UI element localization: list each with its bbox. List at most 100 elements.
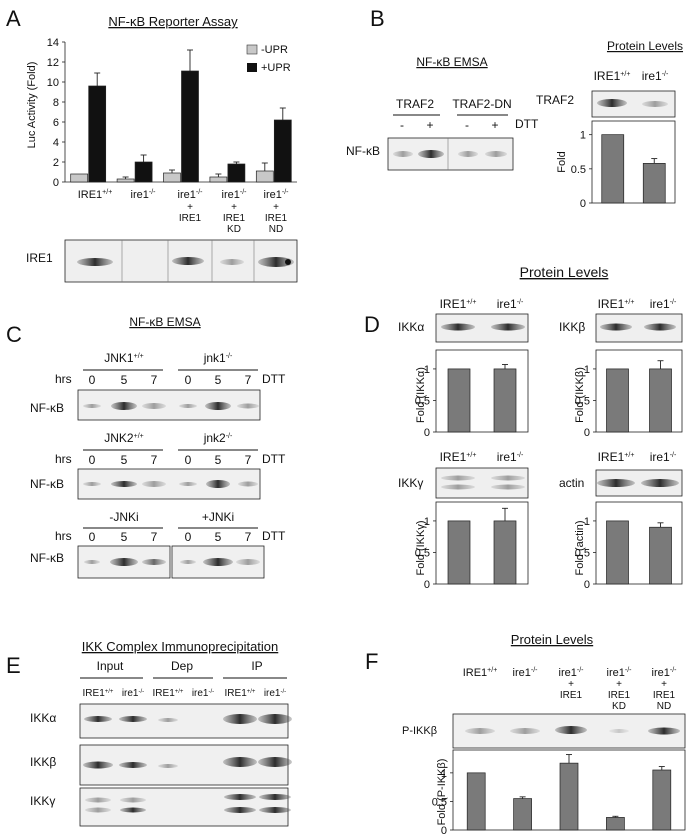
bar bbox=[652, 769, 672, 831]
western-blot-ikka bbox=[435, 313, 529, 343]
bar bbox=[447, 520, 471, 585]
y-tick-label: 0.5 bbox=[415, 547, 430, 559]
chart-ylabel: Fold (IKKα) bbox=[415, 367, 427, 423]
group-label-plus: + bbox=[273, 202, 279, 213]
bar bbox=[606, 817, 625, 831]
plot-frame bbox=[591, 120, 676, 204]
panel-e: E IKK Complex Immunoprecipitation Input … bbox=[6, 639, 292, 827]
band bbox=[77, 258, 113, 266]
emsa-row-label: NF-κB bbox=[30, 477, 64, 491]
panel-a-title: NF-κB Reporter Assay bbox=[108, 14, 238, 29]
y-tick-label: 14 bbox=[47, 37, 59, 49]
legend-label-minus-upr: -UPR bbox=[261, 44, 288, 56]
group-label-plus: + bbox=[187, 202, 193, 213]
y-tick-label: 1 bbox=[584, 516, 590, 528]
panel-c-title: NF-κB EMSA bbox=[129, 315, 200, 329]
panel-f: F Protein Levels IRE1+/+ ire1-/- ire1-/-… bbox=[365, 632, 686, 835]
hrs-label: hrs bbox=[55, 529, 72, 543]
group-label: ire1-/- bbox=[607, 667, 633, 679]
bar bbox=[649, 526, 672, 585]
panel-c: C NF-κB EMSA JNK1+/+ jnk1-/- hrs 0 5 7 0… bbox=[6, 315, 286, 579]
time-label: 0 bbox=[89, 530, 96, 544]
group-label-input: Input bbox=[97, 659, 124, 673]
y-tick-label: 2 bbox=[53, 157, 59, 169]
group-label: ire1-/- bbox=[222, 189, 248, 201]
western-blot-ikkg bbox=[435, 467, 529, 499]
time-label: 7 bbox=[245, 453, 252, 467]
band bbox=[458, 151, 478, 157]
time-label: 7 bbox=[151, 530, 158, 544]
time-label: 0 bbox=[185, 453, 192, 467]
time-label: 5 bbox=[121, 453, 128, 467]
y-tick-label: 10 bbox=[47, 77, 59, 89]
time-label: 0 bbox=[185, 530, 192, 544]
dtt-label: DTT bbox=[262, 529, 286, 543]
panel-d-title: Protein Levels bbox=[520, 264, 609, 280]
group-label-plus: + bbox=[661, 679, 667, 690]
time-label: 7 bbox=[151, 453, 158, 467]
bar bbox=[606, 520, 629, 585]
chart-ylabel: Fold bbox=[556, 151, 568, 172]
bar bbox=[88, 85, 107, 183]
emsa-gel-b bbox=[387, 137, 514, 171]
plot-frame bbox=[595, 349, 683, 433]
panel-e-title: IKK Complex Immunoprecipitation bbox=[82, 639, 279, 654]
blot-label-traf2: TRAF2 bbox=[536, 93, 574, 107]
reporter-assay-chart: 0 2 4 6 8 10 12 14 bbox=[47, 37, 297, 189]
traf2-fold-chart: 00.51 bbox=[571, 120, 676, 210]
time-label: 5 bbox=[121, 530, 128, 544]
emsa-row-label: NF-κB bbox=[30, 551, 64, 565]
time-label: 5 bbox=[215, 453, 222, 467]
bar bbox=[466, 772, 486, 831]
band bbox=[172, 257, 204, 265]
hrs-label: hrs bbox=[55, 372, 72, 386]
y-tick-label: 1 bbox=[580, 130, 586, 142]
group-label-construct: IRE1 bbox=[608, 690, 631, 701]
band bbox=[418, 150, 444, 158]
group-label-plus: + bbox=[568, 679, 574, 690]
y-tick-label: 1 bbox=[424, 364, 430, 376]
emsa-row-label: NF-κB bbox=[30, 401, 64, 415]
dtt-label: DTT bbox=[262, 372, 286, 386]
blot-label-ire1: IRE1 bbox=[26, 251, 53, 265]
western-blot-traf2 bbox=[591, 90, 676, 118]
chart-ylabel: Fold (P-IKKβ) bbox=[436, 759, 448, 826]
emsa-row-jnk1: JNK1+/+ jnk1-/- hrs 0 5 7 0 5 7 DTT NF-κ… bbox=[30, 351, 286, 421]
group-label-mutant: KD bbox=[612, 701, 626, 712]
genotype-label: ire1-/- bbox=[264, 688, 286, 699]
legend-swatch-minus-upr bbox=[246, 44, 258, 55]
legend-swatch-plus-upr bbox=[247, 63, 257, 72]
time-label: 5 bbox=[121, 373, 128, 387]
hrs-label: hrs bbox=[55, 452, 72, 466]
genotype-label: jnk2-/- bbox=[203, 431, 233, 445]
genotype-label: ire1-/- bbox=[642, 69, 669, 83]
emsa-row-jnk2: JNK2+/+ jnk2-/- hrs 0 5 7 0 5 7 DTT NF-κ… bbox=[30, 431, 286, 500]
dtt-sign: + bbox=[491, 118, 498, 132]
band bbox=[393, 151, 413, 157]
bar bbox=[134, 161, 153, 183]
group-label: ire1-/- bbox=[652, 667, 678, 679]
y-tick-label: 0.5 bbox=[575, 547, 590, 559]
actin-fold-chart: 00.51 bbox=[575, 501, 683, 591]
band bbox=[597, 99, 627, 107]
group-label-dep: Dep bbox=[171, 659, 193, 673]
genotype-label: IRE1+/+ bbox=[594, 69, 631, 83]
western-blot-ikka-ip bbox=[79, 703, 292, 739]
blot-label-ikka: IKKα bbox=[398, 320, 424, 334]
group-label-plus: + bbox=[616, 679, 622, 690]
panel-a-ylabel: Luc Activity (Fold) bbox=[26, 62, 38, 149]
column-label-traf2: TRAF2 bbox=[396, 97, 434, 111]
band bbox=[642, 101, 668, 107]
bar bbox=[601, 134, 625, 204]
bar bbox=[163, 172, 181, 183]
panel-letter-a: A bbox=[6, 6, 21, 31]
dtt-sign: + bbox=[426, 118, 433, 132]
genotype-label: IRE1+/+ bbox=[83, 688, 114, 699]
y-tick-label: 0.5 bbox=[415, 395, 430, 407]
y-tick-label: 8 bbox=[53, 97, 59, 109]
group-label-construct: IRE1 bbox=[653, 690, 676, 701]
western-blot-ikkb bbox=[595, 313, 683, 343]
time-label: 5 bbox=[215, 373, 222, 387]
bar bbox=[273, 119, 292, 183]
